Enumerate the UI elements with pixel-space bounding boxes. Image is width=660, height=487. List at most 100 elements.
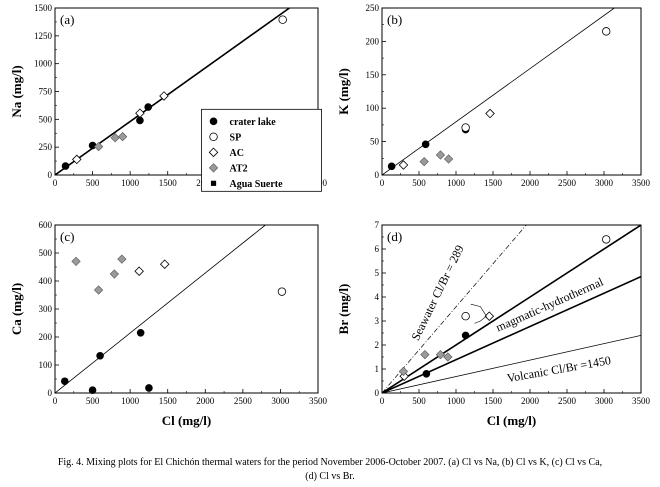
- data-point-filled-circle: [144, 103, 152, 111]
- x-tick-label: 500: [86, 396, 100, 406]
- mixing-line: [382, 335, 641, 393]
- legend-label: AC: [230, 148, 244, 159]
- y-tick-label: 150: [366, 70, 380, 80]
- y-tick-label: 0: [375, 170, 380, 180]
- data-point-open-diamond: [398, 160, 409, 170]
- data-point-filled-circle: [136, 329, 145, 337]
- x-tick-label: 3500: [632, 178, 651, 188]
- panel-label: (c): [60, 229, 74, 244]
- chart-panel-c: 0 500 1000 1500 2000 2500 3000 3500 0 100 200 300 40…: [9, 220, 328, 428]
- data-point-gray-diamond: [443, 154, 454, 164]
- y-tick-label: 7: [375, 220, 380, 230]
- y-tick-label: 300: [39, 304, 53, 314]
- x-axis-label: Cl (mg/l): [487, 413, 536, 428]
- y-tick-label: 500: [39, 248, 53, 258]
- data-point-gray-diamond: [118, 131, 128, 142]
- y-tick-label: 4: [375, 292, 380, 302]
- data-point-filled-circle: [60, 377, 69, 386]
- y-tick-label: 1250: [34, 31, 53, 41]
- plot-frame: [54, 224, 319, 394]
- data-point-open-circle: [461, 123, 470, 132]
- data-point-filled-circle: [61, 162, 70, 170]
- legend: crater lake SP AC AT2 Agua Suerte: [201, 108, 322, 192]
- x-tick-label: 3500: [309, 396, 328, 406]
- data-point-open-circle: [278, 15, 287, 24]
- legend-box: [201, 108, 322, 192]
- x-tick-label: 3000: [271, 396, 290, 406]
- panel-label: (d): [387, 229, 402, 244]
- legend-label: SP: [230, 132, 242, 143]
- annotation-seawater: Seawater Cl/Br = 289: [408, 243, 466, 343]
- y-tick-label: 100: [39, 360, 53, 370]
- x-tick-label: 2500: [558, 178, 577, 188]
- caption-line-2: (d) Cl vs Br.: [305, 471, 355, 482]
- data-point-filled-circle: [421, 140, 430, 149]
- data-point-filled-circle: [422, 370, 431, 378]
- legend-marker-open-circle: [209, 132, 218, 142]
- field-bracket: [470, 303, 487, 324]
- x-tick-label: 1000: [447, 396, 466, 406]
- y-tick-label: 500: [39, 114, 53, 124]
- figure-canvas: 0500100015002000250030003500025050075010…: [9, 3, 651, 428]
- annotation-volcanic: Volcanic Cl/Br =1450: [506, 353, 612, 385]
- y-axis-label: Br (mg/l): [336, 284, 351, 335]
- x-tick-label: 0: [53, 178, 58, 188]
- legend-marker-open-diamond: [208, 147, 219, 158]
- x-tick-label: 3000: [595, 178, 614, 188]
- y-tick-label: 0: [48, 170, 53, 180]
- mixing-line: [382, 225, 641, 393]
- panel-label: (b): [387, 12, 402, 27]
- y-tick-label: 50: [370, 137, 380, 147]
- mixing-line: [382, 8, 615, 175]
- data-point-gray-diamond: [71, 256, 81, 267]
- data-point-gray-diamond: [93, 285, 104, 295]
- y-tick-label: 5: [375, 268, 380, 278]
- data-point-filled-circle: [136, 116, 144, 125]
- y-tick-label: 3: [375, 316, 380, 326]
- data-point-gray-diamond: [435, 150, 446, 160]
- data-point-filled-circle: [88, 141, 97, 150]
- x-tick-label: 3000: [595, 396, 614, 406]
- y-tick-label: 100: [366, 103, 380, 113]
- y-tick-label: 1000: [34, 59, 53, 69]
- data-point-filled-circle: [461, 331, 470, 340]
- y-tick-label: 250: [39, 142, 53, 152]
- x-tick-label: 1000: [121, 178, 140, 188]
- legend-label: AT2: [230, 163, 248, 174]
- legend-label: crater lake: [230, 117, 277, 128]
- x-tick-label: 2000: [521, 178, 540, 188]
- reference-lines: [382, 8, 615, 175]
- data-point-gray-diamond: [435, 349, 446, 360]
- data-point-gray-diamond: [398, 366, 409, 377]
- legend-marker-gray-diamond: [208, 163, 219, 173]
- data-point-open-diamond: [135, 108, 145, 118]
- x-tick-label: 2500: [234, 396, 253, 406]
- data-point-gray-diamond: [110, 133, 120, 143]
- data-point-gray-diamond: [420, 349, 430, 360]
- y-tick-label: 400: [39, 276, 53, 286]
- x-tick-label: 1500: [159, 396, 178, 406]
- legend-label: Agua Suerte: [230, 179, 284, 190]
- reference-lines: [55, 225, 266, 393]
- y-axis-label: Ca (mg/l): [9, 283, 24, 335]
- y-tick-label: 2: [375, 340, 380, 350]
- plot-frame: [381, 7, 642, 176]
- x-tick-label: 500: [412, 396, 426, 406]
- x-tick-label: 0: [53, 396, 58, 406]
- x-axis-label: Cl (mg/l): [162, 413, 211, 428]
- data-point-gray-diamond: [419, 157, 429, 167]
- data-point-gray-diamond: [443, 352, 453, 362]
- data-point-open-circle: [461, 312, 470, 321]
- data-point-open-diamond: [485, 108, 495, 119]
- y-tick-label: 750: [39, 87, 53, 97]
- chart-panel-d: 0 500 1000 1500 2000 2500 3000 3500 0 1 2 3 4 5 6 7 (d) B…: [336, 220, 651, 428]
- data-point-filled-circle: [387, 162, 396, 171]
- data-point-open-circle: [602, 27, 611, 36]
- data-point-gray-diamond: [109, 269, 119, 279]
- data-point-open-diamond: [159, 259, 170, 269]
- data-point-open-diamond: [134, 266, 144, 276]
- x-tick-label: 1500: [484, 178, 503, 188]
- x-tick-label: 2000: [521, 396, 540, 406]
- x-tick-label: 500: [412, 178, 426, 188]
- data-point-open-diamond: [484, 311, 495, 321]
